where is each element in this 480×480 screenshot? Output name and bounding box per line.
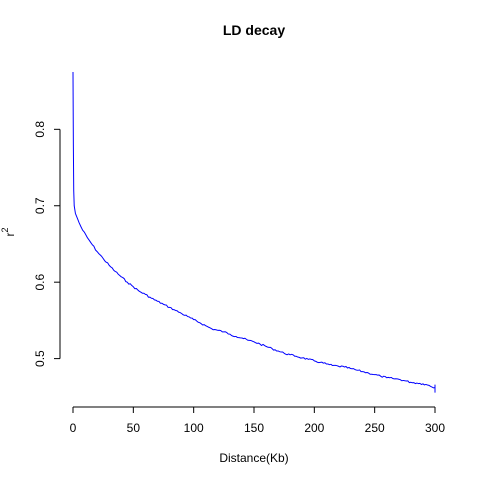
x-tick-label: 300 <box>425 421 445 435</box>
y-axis-title-base: r <box>3 233 17 237</box>
y-axis: 0.5 0.6 0.7 0.8 <box>33 121 61 367</box>
x-tick-label: 0 <box>70 421 77 435</box>
x-tick-label: 250 <box>365 421 385 435</box>
x-axis-title: Distance(Kb) <box>219 451 288 465</box>
y-axis-title: r2 <box>0 227 17 236</box>
y-tick-label: 0.7 <box>33 197 47 214</box>
ld-decay-line <box>72 71 436 389</box>
x-tick-label: 100 <box>184 421 204 435</box>
y-tick-label: 0.6 <box>33 274 47 291</box>
y-tick-label: 0.8 <box>33 121 47 138</box>
chart-title: LD decay <box>223 22 285 38</box>
x-tick-label: 200 <box>304 421 324 435</box>
y-tick-label: 0.5 <box>33 350 47 367</box>
y-axis-title-superscript: 2 <box>0 227 10 232</box>
x-axis: 0 50 100 150 200 250 300 <box>70 406 445 435</box>
x-tick-label: 150 <box>244 421 264 435</box>
x-tick-label: 50 <box>127 421 141 435</box>
